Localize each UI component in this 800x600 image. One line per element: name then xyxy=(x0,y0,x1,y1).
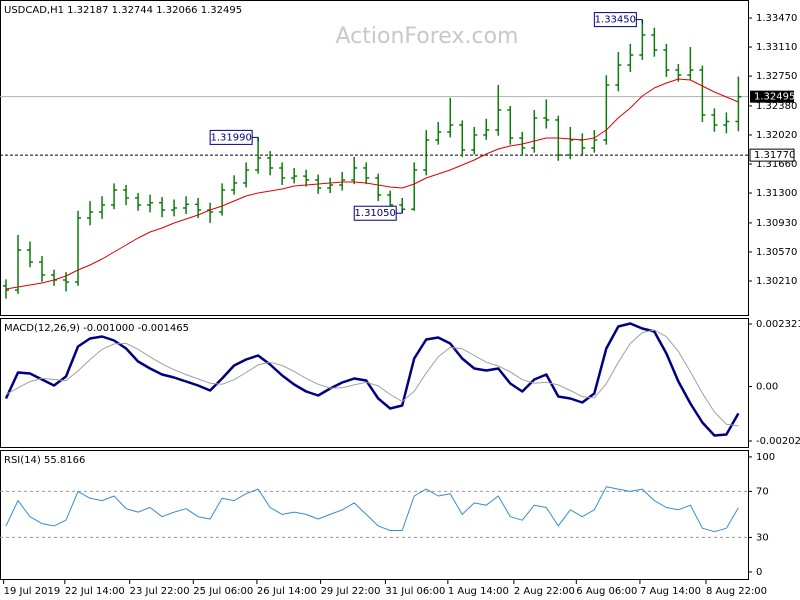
x-tick-label: 8 Aug 22:00 xyxy=(706,586,767,597)
x-tick-label: 22 Jul 14:00 xyxy=(65,586,125,597)
annotation-label: 1.31990 xyxy=(210,132,251,143)
x-tick-label: 26 Jul 14:00 xyxy=(257,586,317,597)
annotation-label: 1.31050 xyxy=(355,208,396,219)
panel-frame xyxy=(0,0,749,316)
last-price-label: 1.32495 xyxy=(754,92,795,103)
y-tick-label: 0.002321 xyxy=(756,319,800,330)
x-tick-label: 7 Aug 14:00 xyxy=(640,586,701,597)
y-tick-label: 30 xyxy=(756,532,769,543)
signal-line xyxy=(5,329,739,427)
panel-title: RSI(14) 55.8166 xyxy=(4,455,85,466)
y-tick-label: 1.31660 xyxy=(756,159,797,170)
x-tick-label: 31 Jul 06:00 xyxy=(385,586,445,597)
annotation-box xyxy=(353,205,397,221)
y-tick-label: 1.31300 xyxy=(756,188,797,199)
panel-title: MACD(12,26,9) -0.001000 -0.001465 xyxy=(4,323,189,334)
x-tick-label: 6 Aug 06:00 xyxy=(576,586,637,597)
x-tick-label: 2 Aug 22:00 xyxy=(514,586,575,597)
level-label-box xyxy=(749,148,795,162)
annotation-box xyxy=(593,12,637,28)
y-tick-label: 0.00 xyxy=(756,381,778,392)
watermark: ActionForex.com xyxy=(336,24,519,49)
y-tick-label: 1.32020 xyxy=(756,130,797,141)
y-tick-label: 1.33470 xyxy=(756,13,797,24)
last-price-box xyxy=(750,90,794,103)
x-tick-label: 23 Jul 22:00 xyxy=(130,586,190,597)
x-tick-label: 19 Jul 2019 xyxy=(4,586,61,597)
x-tick-label: 1 Aug 14:00 xyxy=(448,586,509,597)
y-tick-label: 1.33110 xyxy=(756,42,797,53)
y-tick-label: 70 xyxy=(756,486,769,497)
panel-title: USDCAD,H1 1.32187 1.32744 1.32066 1.3249… xyxy=(4,5,242,16)
x-tick-label: 29 Jul 22:00 xyxy=(321,586,381,597)
moving-average xyxy=(5,78,739,290)
y-tick-label: -0.002026 xyxy=(756,436,800,447)
panel-frame xyxy=(0,450,749,580)
y-tick-label: 1.30930 xyxy=(756,218,797,229)
y-tick-label: 1.30210 xyxy=(756,276,797,287)
macd-line xyxy=(4,322,740,437)
y-tick-label: 0 xyxy=(756,567,762,578)
y-tick-label: 1.32380 xyxy=(756,101,797,112)
annotation-box xyxy=(209,129,253,145)
annotation-label: 1.33450 xyxy=(595,15,636,26)
y-tick-label: 100 xyxy=(756,452,775,463)
y-tick-label: 1.30570 xyxy=(756,247,797,258)
y-tick-label: 1.32750 xyxy=(756,71,797,82)
rsi-line xyxy=(5,486,739,533)
panel-frame xyxy=(0,318,749,448)
x-tick-label: 25 Jul 06:00 xyxy=(193,586,253,597)
level-label: 1.31770 xyxy=(754,150,795,161)
